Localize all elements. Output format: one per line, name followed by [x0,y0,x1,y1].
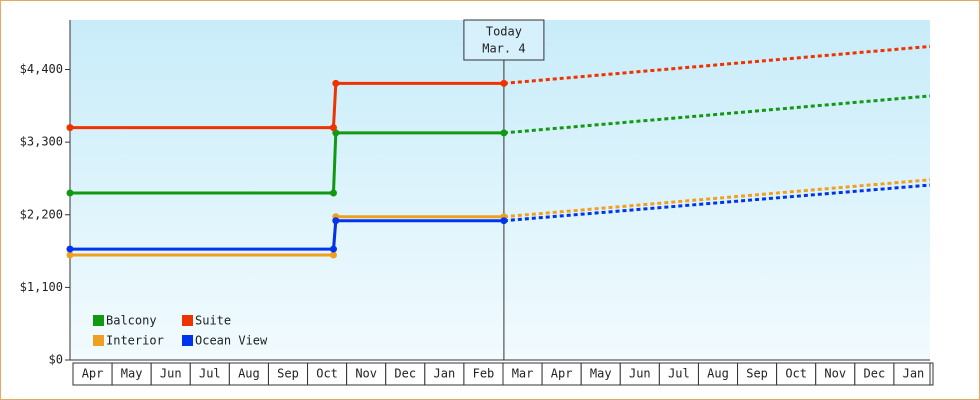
x-tick-label: Jul [199,367,221,381]
y-tick-label: $0 [49,353,63,367]
x-tick-label: May [121,367,143,381]
y-tick-label: $1,100 [20,280,63,294]
x-tick-label: Nov [355,367,377,381]
x-tick-label: Dec [394,367,416,381]
y-tick-label: $3,300 [20,135,63,149]
point [329,124,337,132]
projection-line [503,44,931,85]
x-tick-label: Nov [824,367,846,381]
point [332,79,340,87]
x-tick-label: Aug [238,367,260,381]
today-date: Mar. 4 [482,42,525,56]
x-tick-label: Oct [316,367,338,381]
x-tick-label: Feb [473,367,495,381]
x-tick-label: Sep [746,367,768,381]
point [329,251,337,259]
x-tick-label: Apr [82,367,104,381]
point [66,124,74,132]
price-line [70,131,504,195]
price-line [70,219,504,251]
point [332,129,340,137]
point [329,189,337,197]
point [66,245,74,253]
projection-line [503,183,931,223]
point [500,79,508,87]
legend-swatch [93,335,104,346]
projection-line [503,178,931,219]
y-tick-label: $4,400 [20,62,63,76]
x-tick-label: Jun [160,367,182,381]
legend-label: Interior [106,334,164,348]
x-tick-label: Jan [434,367,456,381]
projection-line [503,94,931,135]
legend-label: Balcony [106,314,157,328]
x-tick-label: Oct [785,367,807,381]
legend-swatch [182,315,193,326]
legend-swatch [182,335,193,346]
point [66,251,74,259]
point [66,189,74,197]
legend-label: Suite [195,314,231,328]
x-tick-label: Aug [707,367,729,381]
x-tick-label: Jan [903,367,925,381]
legend-label: Ocean View [195,334,268,348]
x-tick-label: May [590,367,612,381]
price-line [70,81,504,130]
legend-swatch [93,315,104,326]
point [332,217,340,225]
point [500,129,508,137]
plot-area [70,20,930,360]
point [329,245,337,253]
x-tick-label: Jun [629,367,651,381]
x-tick-label: Dec [864,367,886,381]
x-tick-label: Sep [277,367,299,381]
x-tick-label: Jul [668,367,690,381]
x-tick-label: Apr [551,367,573,381]
month-box [893,362,934,386]
x-tick-label: Mar [512,367,534,381]
y-tick-label: $2,200 [20,207,63,221]
today-label: Today [486,25,522,39]
point [500,217,508,225]
today-box [463,19,545,61]
